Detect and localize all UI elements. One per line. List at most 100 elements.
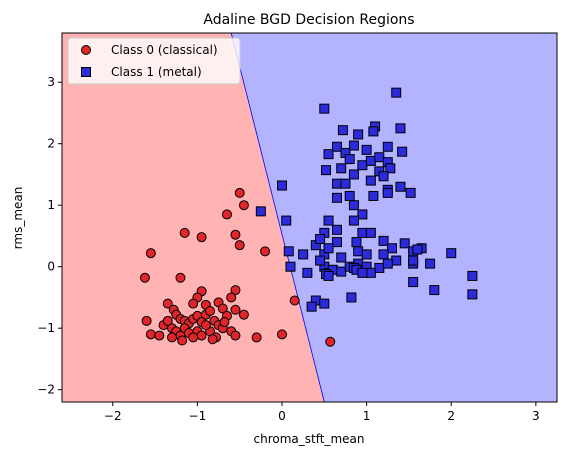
data-point-class-1 [374, 262, 385, 273]
data-point-class-0 [230, 304, 241, 315]
data-point-class-0 [196, 232, 207, 243]
data-point-class-1 [378, 171, 389, 182]
data-point-class-0 [177, 335, 188, 346]
decision-boundary [230, 33, 325, 402]
data-point-class-1 [408, 255, 419, 266]
data-point-class-1 [405, 187, 416, 198]
data-point-class-1 [361, 144, 372, 155]
data-point-class-0 [145, 248, 156, 259]
data-point-class-1 [323, 149, 334, 160]
y-tick-label: −1 [37, 321, 55, 335]
data-point-class-1 [387, 243, 397, 254]
data-point-class-1 [368, 126, 379, 137]
data-point-class-0 [141, 315, 152, 326]
data-points [139, 87, 478, 347]
data-point-class-0 [167, 332, 177, 343]
data-point-class-0 [289, 295, 300, 306]
data-point-class-1 [429, 285, 440, 296]
data-point-class-0 [260, 246, 271, 257]
data-point-class-0 [205, 305, 216, 316]
y-tick-label: 1 [47, 198, 55, 212]
data-point-class-1 [332, 178, 342, 189]
data-point-class-1 [344, 190, 355, 201]
data-point-class-1 [315, 255, 326, 266]
data-point-class-0 [222, 209, 232, 220]
data-point-class-1 [332, 237, 342, 248]
data-point-class-0 [217, 303, 228, 314]
data-point-class-1 [332, 141, 342, 152]
data-point-class-0 [154, 330, 165, 341]
data-point-class-0 [179, 227, 190, 238]
legend-label-class-0: Class 0 (classical) [111, 43, 218, 57]
x-tick-label: 3 [532, 409, 540, 423]
data-point-class-1 [285, 261, 296, 272]
data-point-class-1 [321, 165, 331, 176]
data-point-class-0 [175, 272, 186, 283]
y-tick-label: 0 [47, 260, 55, 274]
data-point-class-1 [337, 125, 348, 136]
data-point-class-1 [319, 298, 330, 309]
data-point-class-1 [332, 224, 342, 235]
data-point-class-0 [207, 334, 218, 345]
data-point-class-0 [188, 298, 199, 309]
y-tick-label: −2 [37, 383, 55, 397]
x-tick-label: 0 [278, 409, 286, 423]
data-point-class-0 [277, 329, 287, 340]
data-point-class-1 [382, 141, 393, 152]
data-point-class-1 [351, 237, 362, 248]
data-point-class-1 [467, 289, 478, 300]
y-tick-label: 2 [47, 137, 55, 151]
data-point-class-1 [357, 209, 368, 220]
data-point-class-0 [139, 272, 150, 283]
x-axis-ticks: −2 −1 0 1 2 3 [104, 402, 540, 423]
data-point-class-0 [325, 336, 336, 347]
data-point-class-1 [348, 200, 359, 211]
data-point-class-1 [382, 187, 393, 198]
legend-marker-class-1 [81, 67, 91, 77]
x-tick-label: 1 [363, 409, 371, 423]
data-point-class-1 [353, 246, 364, 257]
data-point-class-1 [348, 169, 359, 180]
data-point-class-1 [374, 152, 385, 163]
x-tick-label: −1 [189, 409, 207, 423]
data-point-class-1 [323, 215, 334, 226]
data-point-class-1 [255, 206, 266, 217]
x-axis-label: chroma_stft_mean [254, 432, 365, 446]
data-point-class-1 [348, 140, 359, 151]
data-point-class-1 [446, 248, 457, 259]
data-point-class-1 [357, 267, 368, 278]
data-point-class-0 [162, 315, 173, 326]
data-point-class-1 [336, 163, 347, 174]
data-point-class-1 [344, 154, 355, 165]
data-point-class-0 [238, 309, 249, 320]
data-point-class-1 [385, 163, 396, 174]
data-point-class-1 [382, 258, 393, 269]
data-point-class-1 [283, 246, 294, 257]
data-point-class-1 [298, 249, 309, 260]
data-point-class-0 [219, 317, 230, 328]
region-class-0 [62, 33, 325, 402]
y-axis-label: rms_mean [11, 187, 25, 250]
data-point-class-1 [412, 244, 423, 255]
data-point-class-0 [145, 329, 156, 340]
data-point-class-1 [397, 146, 408, 157]
legend: Class 0 (classical) Class 1 (metal) [67, 37, 241, 85]
data-point-class-1 [368, 190, 379, 201]
data-point-class-0 [226, 292, 237, 303]
data-point-class-1 [306, 301, 317, 312]
data-point-class-1 [361, 249, 372, 260]
data-point-class-1 [365, 155, 376, 166]
data-point-class-1 [391, 87, 402, 98]
data-point-class-0 [234, 187, 245, 198]
data-point-class-0 [230, 229, 241, 240]
data-point-class-1 [395, 181, 406, 192]
data-point-class-1 [336, 252, 347, 263]
decision-regions [62, 33, 557, 402]
data-point-class-1 [281, 215, 292, 226]
plot-frame [61, 32, 558, 403]
legend-marker-class-0 [81, 45, 91, 55]
data-point-class-1 [391, 255, 402, 266]
data-point-class-1 [302, 267, 313, 278]
data-point-class-1 [365, 267, 376, 278]
data-point-class-0 [251, 332, 262, 343]
